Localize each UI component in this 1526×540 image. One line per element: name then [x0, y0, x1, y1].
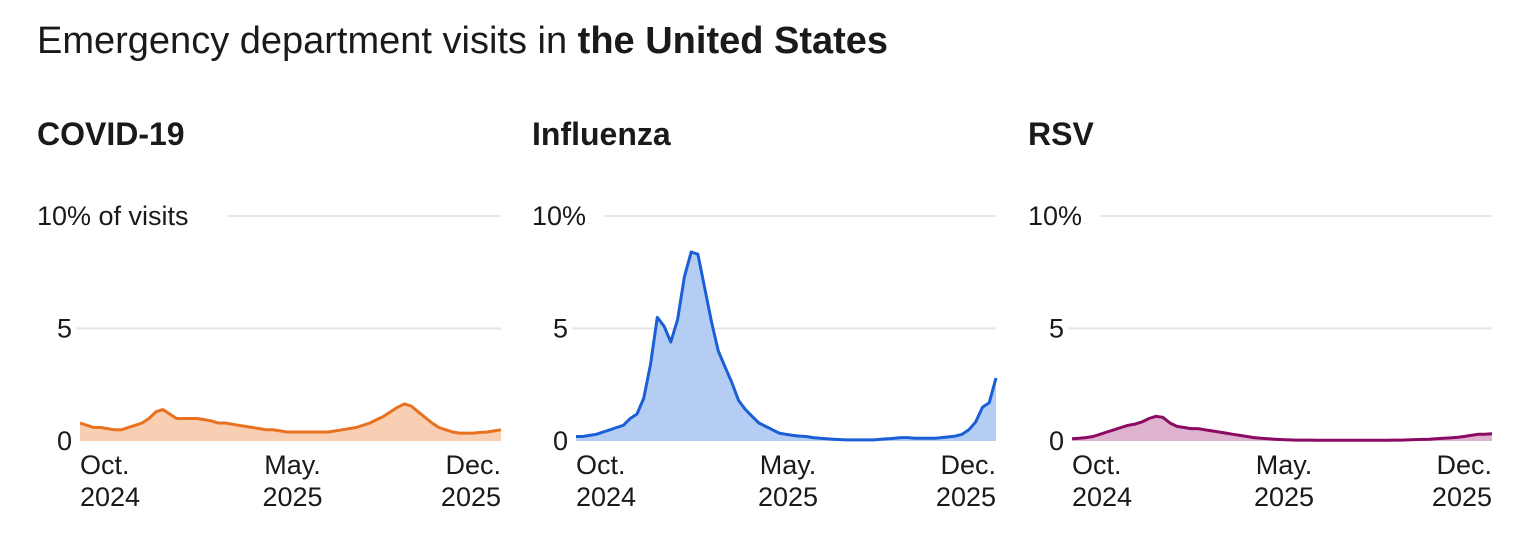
rsv-x-tick-month: Dec. [1436, 450, 1492, 480]
covid-y-tick-label: 5 [57, 314, 72, 344]
covid-x-tick-month: May. [264, 450, 321, 480]
covid-y-tick-label: 10% of visits [37, 201, 189, 231]
covid-x-tick-year: 2025 [441, 482, 501, 512]
rsv-x-tick-month: Oct. [1072, 450, 1122, 480]
influenza-x-tick-month: Oct. [576, 450, 626, 480]
rsv-y-tick-label: 0 [1049, 426, 1064, 456]
rsv-x-tick-month: May. [1256, 450, 1313, 480]
influenza-y-tick-label: 0 [553, 426, 568, 456]
covid-x-tick-year: 2024 [80, 482, 140, 512]
covid-x-tick-month: Dec. [445, 450, 501, 480]
title-bold: the United States [577, 20, 889, 62]
covid-series-line [79, 402, 502, 435]
influenza-x-tick-year: 2025 [758, 482, 818, 512]
influenza-panel-title: Influenza [532, 116, 671, 152]
rsv-y-tick-label: 10% [1028, 201, 1082, 231]
rsv-series-line [1071, 414, 1493, 442]
influenza-series-line [576, 250, 998, 442]
rsv-area [1072, 416, 1492, 441]
rsv-y-tick-label: 5 [1049, 314, 1064, 344]
rsv-x-tick-year: 2025 [1254, 482, 1314, 512]
influenza-y-tick-label: 10% [532, 201, 586, 231]
influenza-x-tick-year: 2025 [936, 482, 996, 512]
influenza-y-tick-label: 5 [553, 314, 568, 344]
covid-x-tick-year: 2025 [262, 482, 322, 512]
page-title: Emergency department visits in the Unite… [37, 20, 888, 63]
covid-panel-title: COVID-19 [37, 116, 185, 152]
influenza-x-tick-year: 2024 [576, 482, 636, 512]
rsv-panel-title: RSV [1028, 116, 1094, 152]
rsv-x-tick-year: 2024 [1072, 482, 1132, 512]
rsv-x-tick-year: 2025 [1432, 482, 1492, 512]
covid-y-tick-label: 0 [57, 426, 72, 456]
covid-area [80, 403, 501, 441]
title-prefix: Emergency department visits in [37, 20, 578, 62]
influenza-x-tick-month: May. [760, 450, 817, 480]
influenza-x-tick-month: Dec. [940, 450, 996, 480]
covid-x-tick-month: Oct. [80, 450, 130, 480]
